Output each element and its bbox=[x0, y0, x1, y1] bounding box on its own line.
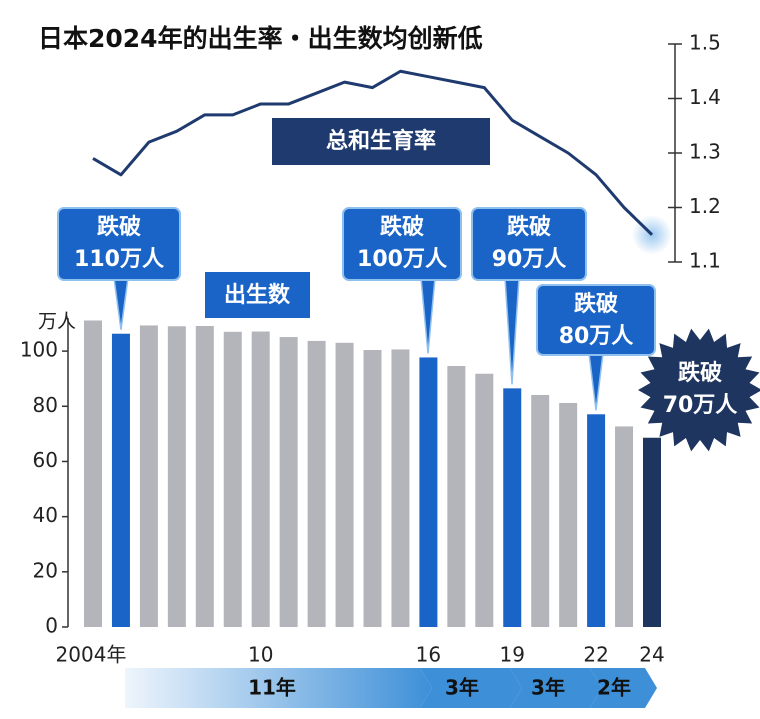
bar bbox=[615, 426, 634, 627]
bar bbox=[223, 331, 242, 627]
bar bbox=[503, 388, 522, 627]
line bbox=[92, 69, 654, 236]
bar bbox=[391, 349, 410, 627]
bar bbox=[531, 394, 550, 627]
y2-tick-label: 1.3 bbox=[689, 140, 721, 164]
y2-tick-label: 1.1 bbox=[689, 249, 721, 273]
y-tick-label: 60 bbox=[33, 448, 58, 472]
period-arrow bbox=[125, 668, 432, 708]
x-tick-label: 22 bbox=[583, 643, 608, 667]
callout-text: 90万人 bbox=[492, 247, 567, 272]
bar bbox=[643, 437, 661, 627]
bar bbox=[419, 357, 438, 627]
period-label: 11年 bbox=[248, 676, 296, 700]
bar bbox=[251, 331, 270, 627]
bar bbox=[111, 333, 130, 627]
x-tick-label: 16 bbox=[416, 643, 441, 667]
callout-text: 跌破 bbox=[380, 214, 424, 240]
y-tick-label: 80 bbox=[33, 393, 58, 417]
callout-text: 100万人 bbox=[357, 247, 447, 272]
bar bbox=[307, 340, 326, 627]
callout-text: 跌破 bbox=[507, 214, 551, 240]
x-tick-label: 2004年 bbox=[56, 643, 127, 667]
bar bbox=[84, 320, 102, 627]
period-arrow bbox=[590, 668, 657, 708]
x-tick-label: 19 bbox=[500, 643, 525, 667]
callout-box bbox=[342, 207, 462, 281]
bar bbox=[587, 414, 606, 627]
y-tick-label: 20 bbox=[33, 558, 58, 582]
callout-text: 跌破 bbox=[574, 291, 618, 317]
period-arrow bbox=[510, 668, 602, 708]
x-tick-label: 24 bbox=[639, 643, 664, 667]
y2-tick-label: 1.2 bbox=[689, 194, 721, 218]
period-label: 2年 bbox=[597, 676, 631, 700]
y-tick-label: 40 bbox=[33, 503, 58, 527]
bar bbox=[139, 325, 158, 627]
bar bbox=[363, 350, 382, 627]
callout-text: 70万人 bbox=[663, 393, 738, 418]
callout-text: 跌破 bbox=[97, 214, 141, 240]
series-label: 总和生育率 bbox=[326, 128, 436, 154]
chart-title: 日本2024年的出生率・出生数均创新低 bbox=[38, 24, 483, 53]
y-tick-label: 100 bbox=[20, 338, 58, 362]
starburst bbox=[638, 328, 760, 452]
callout-text: 80万人 bbox=[559, 324, 634, 349]
bar bbox=[195, 326, 214, 627]
x-tick-label: 10 bbox=[248, 643, 273, 667]
period-arrow bbox=[420, 668, 522, 708]
y-tick-label: 0 bbox=[45, 614, 58, 638]
callout-box bbox=[471, 207, 587, 281]
bar bbox=[559, 402, 578, 627]
series-label: 出生数 bbox=[224, 282, 291, 308]
bar bbox=[475, 373, 494, 627]
bar bbox=[167, 326, 186, 627]
callout-box bbox=[536, 284, 656, 356]
bar bbox=[279, 337, 298, 627]
bar bbox=[335, 342, 354, 627]
y2-tick-label: 1.5 bbox=[689, 31, 721, 55]
period-label: 3年 bbox=[445, 676, 479, 700]
callout-text: 跌破 bbox=[678, 360, 722, 386]
y-axis-unit: 万人 bbox=[38, 311, 76, 333]
callout-text: 110万人 bbox=[74, 247, 164, 272]
bar bbox=[447, 366, 466, 627]
series-label-box bbox=[272, 118, 490, 165]
callout-box bbox=[57, 207, 181, 281]
series-label-box bbox=[205, 272, 310, 318]
y2-tick-label: 1.4 bbox=[689, 85, 721, 109]
period-label: 3年 bbox=[531, 676, 565, 700]
